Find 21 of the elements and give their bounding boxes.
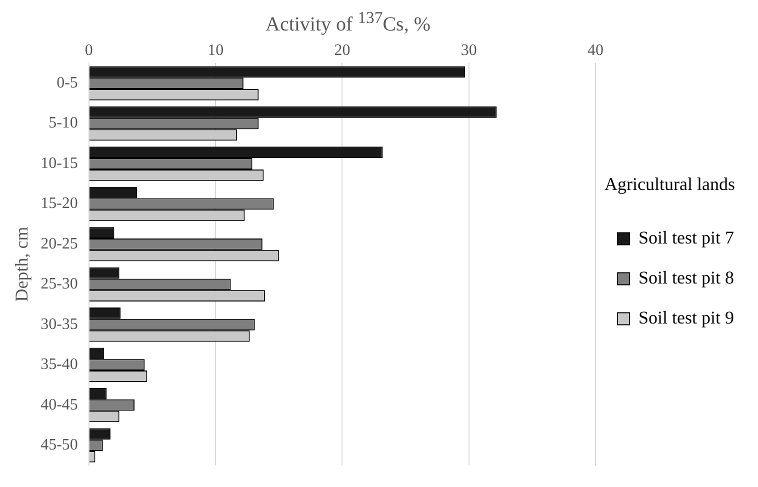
y-tick-label: 0-5 [56, 74, 78, 92]
x-tick-label: 30 [460, 42, 477, 59]
x-tick-label: 10 [208, 42, 224, 59]
y-tick-label: 40-45 [40, 396, 78, 414]
y-tick-label: 15-20 [40, 195, 78, 212]
y-tick-label: 10-15 [40, 154, 78, 172]
y-tick-label: 5-10 [48, 114, 78, 132]
y-tick-label: 45-50 [40, 436, 78, 454]
y-tick-label: 35-40 [40, 356, 78, 374]
legend-title: Agricultural lands [604, 174, 735, 194]
x-tick-label: 0 [84, 42, 93, 59]
legend-label: Soil test pit 9 [638, 308, 734, 328]
legend-label: Soil test pit 8 [638, 268, 734, 288]
y-axis-title: Depth, cm [12, 226, 32, 302]
x-axis-title: Activity of $^{137}$Cs, % [264, 8, 432, 38]
x-tick-label: 40 [587, 42, 604, 59]
x-tick-label: 20 [334, 42, 350, 59]
y-tick-label: 30-35 [40, 316, 78, 333]
y-tick-label: 25-30 [40, 276, 78, 293]
legend-label: Soil test pit 7 [638, 228, 734, 248]
y-tick-label: 20-25 [40, 235, 78, 252]
